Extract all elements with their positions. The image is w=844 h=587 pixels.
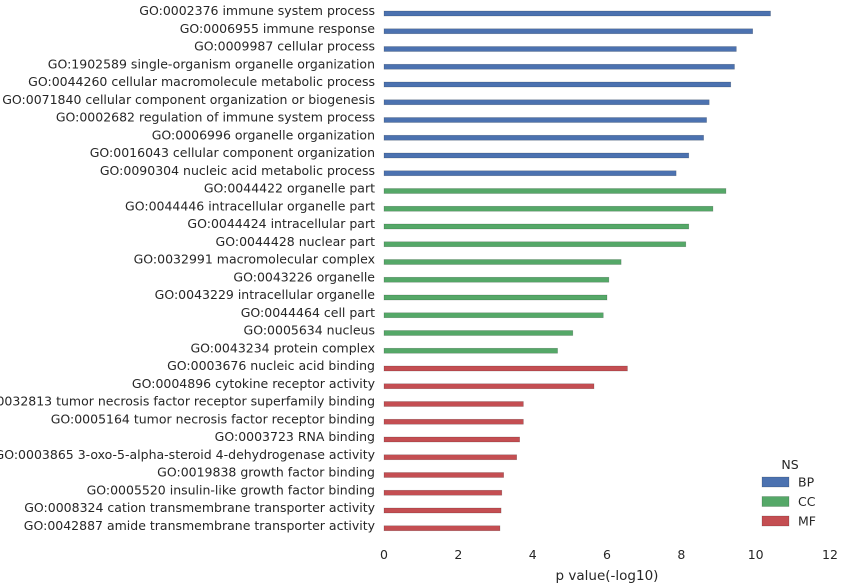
x-axis-title: p value(-log10) <box>556 568 659 584</box>
bar-bp-9 <box>383 170 677 177</box>
bar-cc-5 <box>383 276 610 283</box>
category-label: GO:0090304 nucleic acid metabolic proces… <box>100 163 375 178</box>
category-label: GO:0019838 growth factor binding <box>157 465 375 480</box>
bar-bp-5 <box>383 99 710 106</box>
category-label: GO:0009987 cellular process <box>194 39 375 54</box>
category-label: GO:0071840 cellular component organizati… <box>2 92 375 107</box>
category-labels: GO:0002376 immune system process GO:00069… <box>0 3 376 533</box>
category-label: GO:0044446 intracellular organelle part <box>125 198 375 213</box>
bar-cc-7 <box>383 312 604 319</box>
category-label: GO:0044424 intracellular part <box>187 216 375 231</box>
bars-group <box>383 10 771 532</box>
bar-cc-0 <box>383 188 727 194</box>
category-label: GO:0016043 cellular component organizati… <box>90 145 375 160</box>
bar-mf-5 <box>383 454 517 461</box>
bar-mf-8 <box>383 507 502 514</box>
category-label: GO:0003865 3-oxo-5-alpha-steroid 4-dehyd… <box>0 447 376 462</box>
bar-mf-9 <box>383 525 501 532</box>
x-tick-label: 6 <box>603 547 611 562</box>
bar-bp-8 <box>383 152 690 159</box>
category-label: GO:0044428 nuclear part <box>216 234 376 249</box>
bar-cc-9 <box>383 347 558 354</box>
bar-cc-6 <box>383 294 608 301</box>
bar-cc-4 <box>383 259 622 265</box>
x-tick-label: 12 <box>822 547 838 562</box>
category-label: GO:0005634 nucleus <box>244 323 375 338</box>
category-label: GO:0044464 cell part <box>241 305 375 320</box>
bar-cc-1 <box>383 205 714 212</box>
bar-mf-6 <box>383 472 504 478</box>
bar-bp-4 <box>383 81 732 88</box>
x-axis-ticks: 0 2 4 6 8 10 12 <box>380 547 838 562</box>
bar-cc-3 <box>383 241 687 248</box>
category-label: GO:0032991 macromolecular complex <box>134 252 375 267</box>
x-tick-label: 10 <box>748 547 764 562</box>
bar-mf-1 <box>383 383 595 390</box>
bar-cc-8 <box>383 330 574 336</box>
category-label: GO:0043234 protein complex <box>190 340 375 355</box>
x-tick-label: 4 <box>529 547 537 562</box>
x-tick-label: 8 <box>677 547 685 562</box>
category-label: GO:0003676 nucleic acid binding <box>167 358 375 373</box>
category-label: GO:0008324 cation transmembrane transpor… <box>24 500 375 515</box>
legend-title: NS <box>781 457 798 472</box>
category-label: GO:0002376 immune system process <box>139 3 375 18</box>
legend-label-bp: BP <box>798 475 815 490</box>
bar-mf-3 <box>383 418 524 425</box>
legend-swatch-cc <box>761 496 790 507</box>
bar-bp-7 <box>383 134 704 141</box>
category-label: GO:0006996 organelle organization <box>152 127 375 142</box>
bar-bp-2 <box>383 46 737 52</box>
category-label: GO:0003723 RNA binding <box>215 429 375 444</box>
category-label: GO:0005520 insulin-like growth factor bi… <box>87 482 375 497</box>
category-label: GO:0044422 organelle part <box>204 181 375 196</box>
bar-bp-3 <box>383 63 735 70</box>
bar-mf-0 <box>383 365 628 372</box>
category-label: GO:0006955 immune response <box>180 21 376 36</box>
bar-mf-7 <box>383 489 503 496</box>
legend: NS BP CC MF <box>761 457 816 529</box>
category-label: GO:0005164 tumor necrosis factor recepto… <box>51 411 375 426</box>
legend-label-mf: MF <box>798 514 816 529</box>
category-label: GO:0004896 cytokine receptor activity <box>132 376 376 391</box>
category-label: GO:0043229 intracellular organelle <box>155 287 376 302</box>
bar-bp-6 <box>383 117 707 123</box>
category-label: GO:0002682 regulation of immune system p… <box>56 110 375 125</box>
legend-swatch-bp <box>761 476 790 488</box>
category-label: GO:0044260 cellular macromolecule metabo… <box>28 74 375 89</box>
category-label: GO:0032813 tumor necrosis factor recepto… <box>0 394 375 409</box>
legend-label-cc: CC <box>798 494 816 509</box>
bar-mf-4 <box>383 436 520 443</box>
bar-mf-2 <box>383 401 524 407</box>
x-tick-label: 2 <box>454 547 462 562</box>
bar-bp-1 <box>383 28 753 35</box>
x-tick-label: 0 <box>380 547 388 562</box>
bar-bp-0 <box>383 10 771 17</box>
category-label: GO:0042887 amide transmembrane transport… <box>24 518 376 533</box>
bar-cc-2 <box>383 223 690 230</box>
category-label: GO:0043226 organelle <box>233 269 375 284</box>
legend-swatch-mf <box>761 515 790 527</box>
category-label: GO:1902589 single-organism organelle org… <box>48 56 375 71</box>
